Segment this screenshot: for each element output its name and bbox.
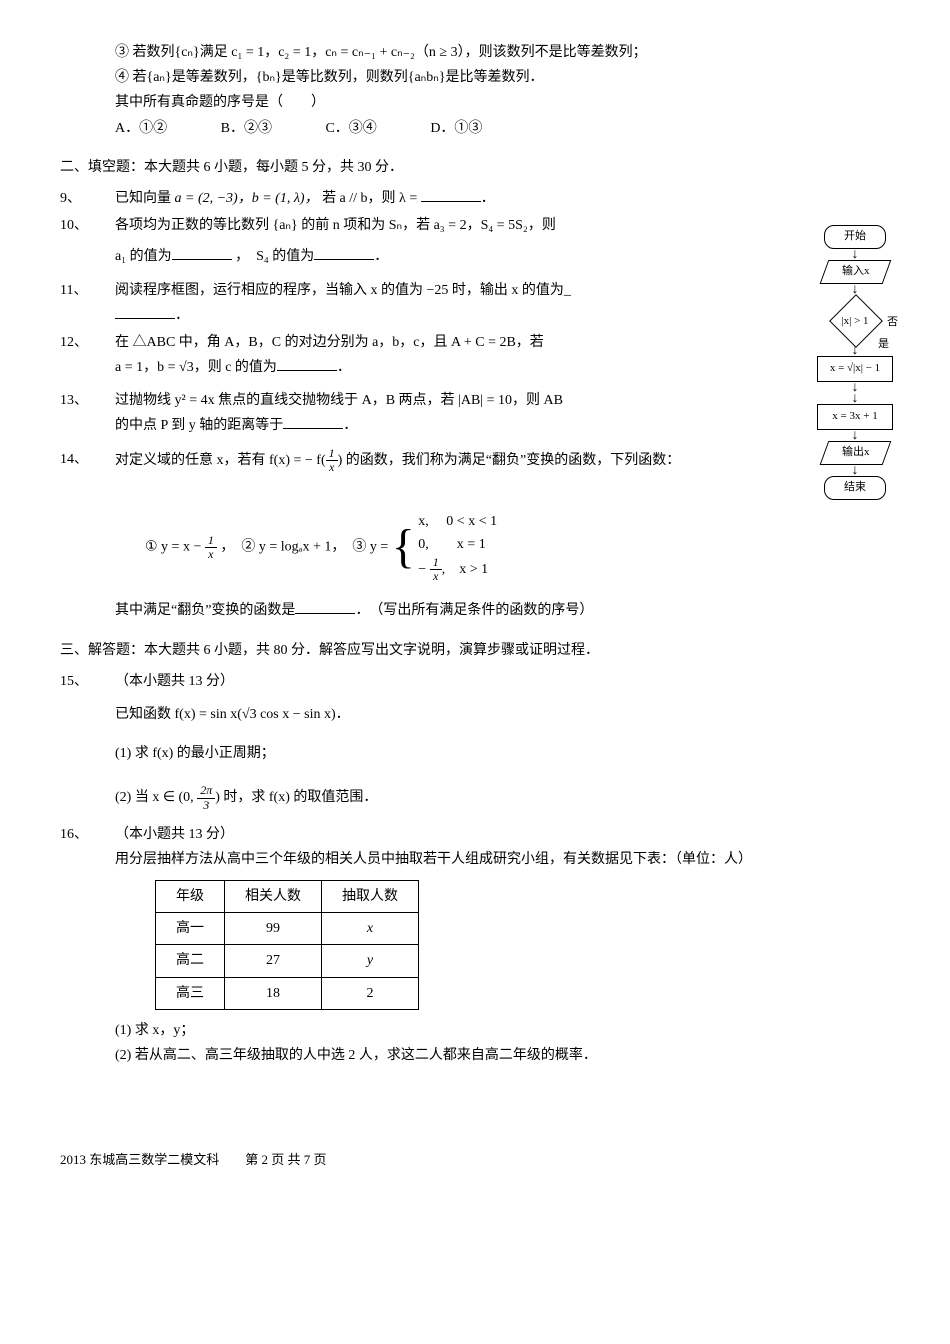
q16-num: 16、 xyxy=(60,822,115,847)
q9: 9、 已知向量 a = (2, −3)，b = (1, λ)， 若 a // b… xyxy=(60,186,890,211)
q11: 11、 阅读程序框图，运行相应的程序，当输入 x 的值为 −25 时，输出 x … xyxy=(60,278,890,328)
q13-blank xyxy=(283,414,343,429)
q16: 16、 （本小题共 13 分） 用分层抽样方法从高中三个年级的相关人员中抽取若干… xyxy=(60,822,890,1069)
q14: 14、 对定义域的任意 x，若有 f(x) = − f(1x) 的函数，我们称为… xyxy=(60,447,890,624)
flow-arrow: ↓ xyxy=(790,249,920,260)
q10-num: 10、 xyxy=(60,213,115,238)
q8-choice-d: D．①③ xyxy=(430,116,482,141)
q8-choices: A．①② B．②③ C．③④ D．①③ xyxy=(60,116,890,141)
flow-end: 结束 xyxy=(824,476,886,500)
table-header: 抽取人数 xyxy=(322,881,419,913)
q16-part2: (2) 若从高二、高三年级抽取的人中选 2 人，求这二人都来自高二年级的概率． xyxy=(115,1043,890,1068)
page-footer: 2013 东城高三数学二模文科 第 2 页 共 7 页 xyxy=(60,1148,890,1171)
q8-ask: 其中所有真命题的序号是（ ） xyxy=(60,90,890,115)
q9-blank xyxy=(421,187,481,202)
flow-rect-1: x = √|x| − 1 xyxy=(817,356,893,382)
q8-choice-b: B．②③ xyxy=(221,116,272,141)
q8-choice-a: A．①② xyxy=(115,116,167,141)
q8-choice-c: C．③④ xyxy=(325,116,376,141)
q16-text: 用分层抽样方法从高中三个年级的相关人员中抽取若干人组成研究小组，有关数据见下表：… xyxy=(115,847,890,872)
table-header: 相关人数 xyxy=(225,881,322,913)
flow-arrow: ↓ xyxy=(790,430,920,441)
q13-num: 13、 xyxy=(60,388,115,413)
q10-blank-2 xyxy=(314,245,374,260)
q16-head: （本小题共 13 分） xyxy=(115,822,890,847)
table-header: 年级 xyxy=(156,881,225,913)
flow-rect-2: x = 3x + 1 xyxy=(817,404,893,430)
table-row: 高一99x xyxy=(156,913,419,945)
q16-part1: (1) 求 x，y； xyxy=(115,1018,890,1043)
q12-num: 12、 xyxy=(60,330,115,355)
q15-num: 15、 xyxy=(60,669,115,694)
q15-part1: (1) 求 f(x) 的最小正周期； xyxy=(115,741,890,766)
section-3-header: 三、解答题：本大题共 6 小题，共 80 分．解答应写出文字说明，演算步骤或证明… xyxy=(60,638,890,663)
q12: 12、 在 △ABC 中，角 A，B，C 的对边分别为 a，b，c，且 A + … xyxy=(60,330,890,380)
flowchart: 开始 ↓ 输入x ↓ |x| > 1 否 是 ↓ x = √|x| − 1 ↓ … xyxy=(790,225,920,500)
flow-arrow: ↓ xyxy=(790,465,920,476)
q11-blank xyxy=(115,304,175,319)
flow-input: 输入x xyxy=(819,260,891,284)
q15-func: 已知函数 f(x) = sin x(√3 cos x − sin x)． xyxy=(115,702,890,727)
q12-blank xyxy=(277,356,337,371)
table-row: 高二27y xyxy=(156,945,419,977)
q13: 13、 过抛物线 y² = 4x 焦点的直线交抛物线于 A，B 两点，若 |AB… xyxy=(60,388,890,438)
q10: 10、 各项均为正数的等比数列 {aₙ} 的前 n 项和为 Sₙ，若 a₃ = … xyxy=(60,213,890,269)
flow-start: 开始 xyxy=(824,225,886,249)
flow-output: 输出x xyxy=(819,441,891,465)
q14-blank xyxy=(295,599,355,614)
table-row: 高三182 xyxy=(156,977,419,1009)
q15-head: （本小题共 13 分） xyxy=(115,669,890,694)
flow-arrow: ↓ xyxy=(790,393,920,404)
q8-stmt3: ③ 若数列{cₙ}满足 c₁ = 1，c₂ = 1，cₙ = cₙ₋₁ + cₙ… xyxy=(60,40,890,65)
q10-blank-1 xyxy=(172,245,232,260)
section-2-header: 二、填空题：本大题共 6 小题，每小题 5 分，共 30 分． xyxy=(60,155,890,180)
q11-num: 11、 xyxy=(60,278,115,303)
q8-stmt4: ④ 若{aₙ}是等差数列，{bₙ}是等比数列，则数列{aₙbₙ}是比等差数列． xyxy=(60,65,890,90)
q15-part2: (2) 当 x ∈ (0, 2π3) 时，求 f(x) 的取值范围． xyxy=(115,784,890,811)
q16-table: 年级 相关人数 抽取人数 高一99x 高二27y 高三182 xyxy=(155,880,419,1010)
flow-condition: |x| > 1 否 是 xyxy=(830,295,880,345)
q14-num: 14、 xyxy=(60,447,115,472)
q9-num: 9、 xyxy=(60,186,115,211)
q15: 15、 （本小题共 13 分） 已知函数 f(x) = sin x(√3 cos… xyxy=(60,669,890,812)
